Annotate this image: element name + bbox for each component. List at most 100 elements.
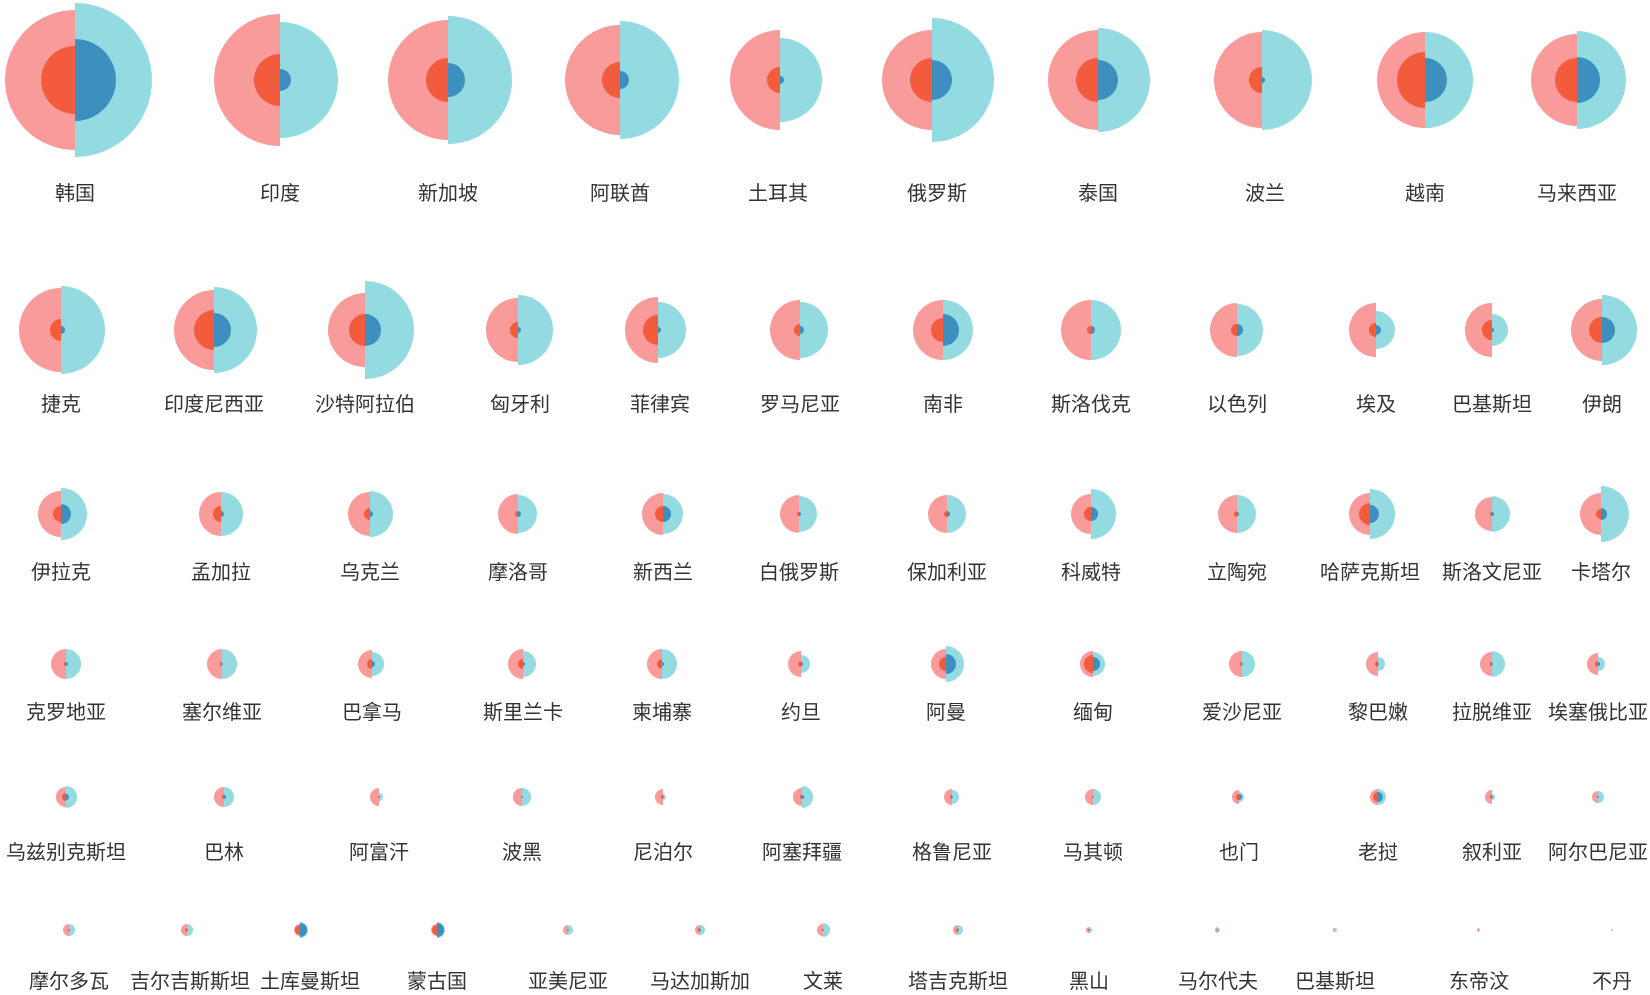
left-outer-half — [63, 924, 69, 936]
country-glyph: 南非 — [913, 300, 973, 416]
right-inner-half — [280, 69, 291, 91]
country-glyph: 菲律宾 — [625, 297, 690, 416]
country-label: 马达加斯加 — [650, 969, 750, 993]
country-glyph: 俄罗斯 — [882, 18, 994, 205]
right-outer-half — [568, 925, 573, 935]
right-outer-half — [1237, 495, 1256, 533]
left-outer-half — [642, 493, 663, 535]
country-glyph: 格鲁尼亚 — [912, 789, 992, 864]
left-inner-half — [1217, 929, 1218, 931]
country-glyph: 黎巴嫩 — [1348, 652, 1408, 724]
country-glyph: 塞尔维亚 — [182, 649, 262, 724]
left-inner-half — [798, 661, 801, 667]
country-label: 俄罗斯 — [907, 181, 967, 205]
country-label: 沙特阿拉伯 — [315, 392, 415, 416]
country-label: 巴林 — [204, 840, 244, 864]
right-inner-half — [620, 71, 629, 89]
country-label: 格鲁尼亚 — [912, 840, 992, 864]
country-label: 伊朗 — [1582, 392, 1622, 416]
left-inner-half — [521, 796, 522, 798]
left-outer-half — [1085, 789, 1093, 805]
left-outer-half — [1229, 651, 1242, 677]
left-inner-half — [64, 662, 66, 666]
country-glyph: 巴拿马 — [342, 650, 402, 724]
right-inner-half — [1098, 60, 1118, 100]
country-label: 阿尔巴尼亚 — [1548, 840, 1648, 864]
right-inner-half — [823, 929, 824, 931]
right-inner-half — [947, 511, 950, 517]
right-outer-half — [1091, 300, 1121, 360]
right-inner-half — [1089, 929, 1090, 931]
right-outer-half — [1370, 489, 1395, 539]
country-glyph: 巴林 — [204, 787, 244, 864]
left-outer-half — [214, 787, 224, 807]
left-inner-half — [1597, 796, 1598, 798]
country-label: 塞尔维亚 — [182, 700, 262, 724]
right-inner-half — [799, 512, 801, 516]
left-outer-half — [207, 649, 222, 679]
right-outer-half — [214, 287, 257, 373]
right-outer-half — [620, 21, 679, 139]
country-glyph: 罗马尼亚 — [760, 300, 840, 416]
left-outer-half — [1580, 493, 1601, 535]
right-outer-half — [1098, 28, 1150, 132]
right-outer-half — [663, 494, 683, 534]
country-label: 越南 — [1405, 181, 1445, 205]
right-outer-half — [1091, 489, 1116, 539]
right-outer-half — [1335, 928, 1337, 932]
right-outer-half — [952, 790, 959, 804]
left-outer-half — [793, 788, 802, 806]
country-label: 吉尔吉斯斯坦 — [130, 969, 250, 993]
left-outer-half — [358, 650, 372, 678]
right-outer-half — [522, 788, 531, 806]
left-outer-half — [1475, 497, 1492, 531]
right-outer-half — [1425, 32, 1473, 128]
right-inner-half — [1093, 796, 1094, 798]
right-inner-half — [1601, 508, 1607, 520]
country-label: 摩洛哥 — [488, 560, 548, 584]
left-inner-half — [797, 512, 799, 516]
country-label: 南非 — [923, 392, 963, 416]
right-inner-half — [518, 327, 521, 333]
right-inner-half — [801, 662, 803, 666]
right-inner-half — [61, 326, 65, 334]
left-outer-half — [214, 14, 280, 146]
country-glyph: 克罗地亚 — [26, 649, 106, 724]
left-inner-half — [1589, 317, 1602, 343]
country-label: 埃塞俄比亚 — [1548, 700, 1648, 724]
left-inner-half — [1373, 792, 1378, 802]
left-outer-half — [817, 924, 823, 936]
right-inner-half — [1492, 328, 1494, 332]
country-label: 黎巴嫩 — [1348, 700, 1408, 724]
right-outer-half — [1242, 651, 1255, 677]
country-glyph: 印度尼西亚 — [164, 287, 264, 416]
country-label: 埃及 — [1356, 392, 1396, 416]
left-inner-half — [510, 322, 518, 338]
right-outer-half — [66, 786, 77, 808]
country-label: 菲律宾 — [630, 392, 690, 416]
country-label: 马来西亚 — [1537, 181, 1617, 205]
right-outer-half — [802, 786, 813, 808]
right-outer-half — [523, 651, 536, 677]
country-glyph: 摩洛哥 — [488, 494, 548, 584]
right-outer-half — [1492, 314, 1508, 346]
left-outer-half — [1366, 652, 1378, 676]
country-glyph: 斯洛文尼亚 — [1442, 496, 1542, 584]
left-inner-half — [822, 929, 823, 931]
left-inner-half — [1084, 655, 1093, 673]
country-label: 巴拿马 — [342, 700, 402, 724]
country-label: 新西兰 — [633, 560, 693, 584]
left-inner-half — [1595, 661, 1598, 667]
right-inner-half — [221, 511, 224, 517]
right-inner-half — [700, 929, 701, 931]
country-glyph: 乌克兰 — [340, 491, 400, 584]
country-label: 缅甸 — [1073, 700, 1113, 724]
country-label: 阿联酋 — [590, 181, 650, 205]
right-inner-half — [1237, 324, 1243, 336]
right-outer-half — [1378, 657, 1385, 671]
left-outer-half — [328, 293, 365, 367]
left-outer-half — [388, 20, 448, 140]
country-label: 乌克兰 — [340, 560, 400, 584]
right-inner-half — [568, 929, 569, 931]
country-glyph: 阿塞拜疆 — [762, 786, 842, 864]
